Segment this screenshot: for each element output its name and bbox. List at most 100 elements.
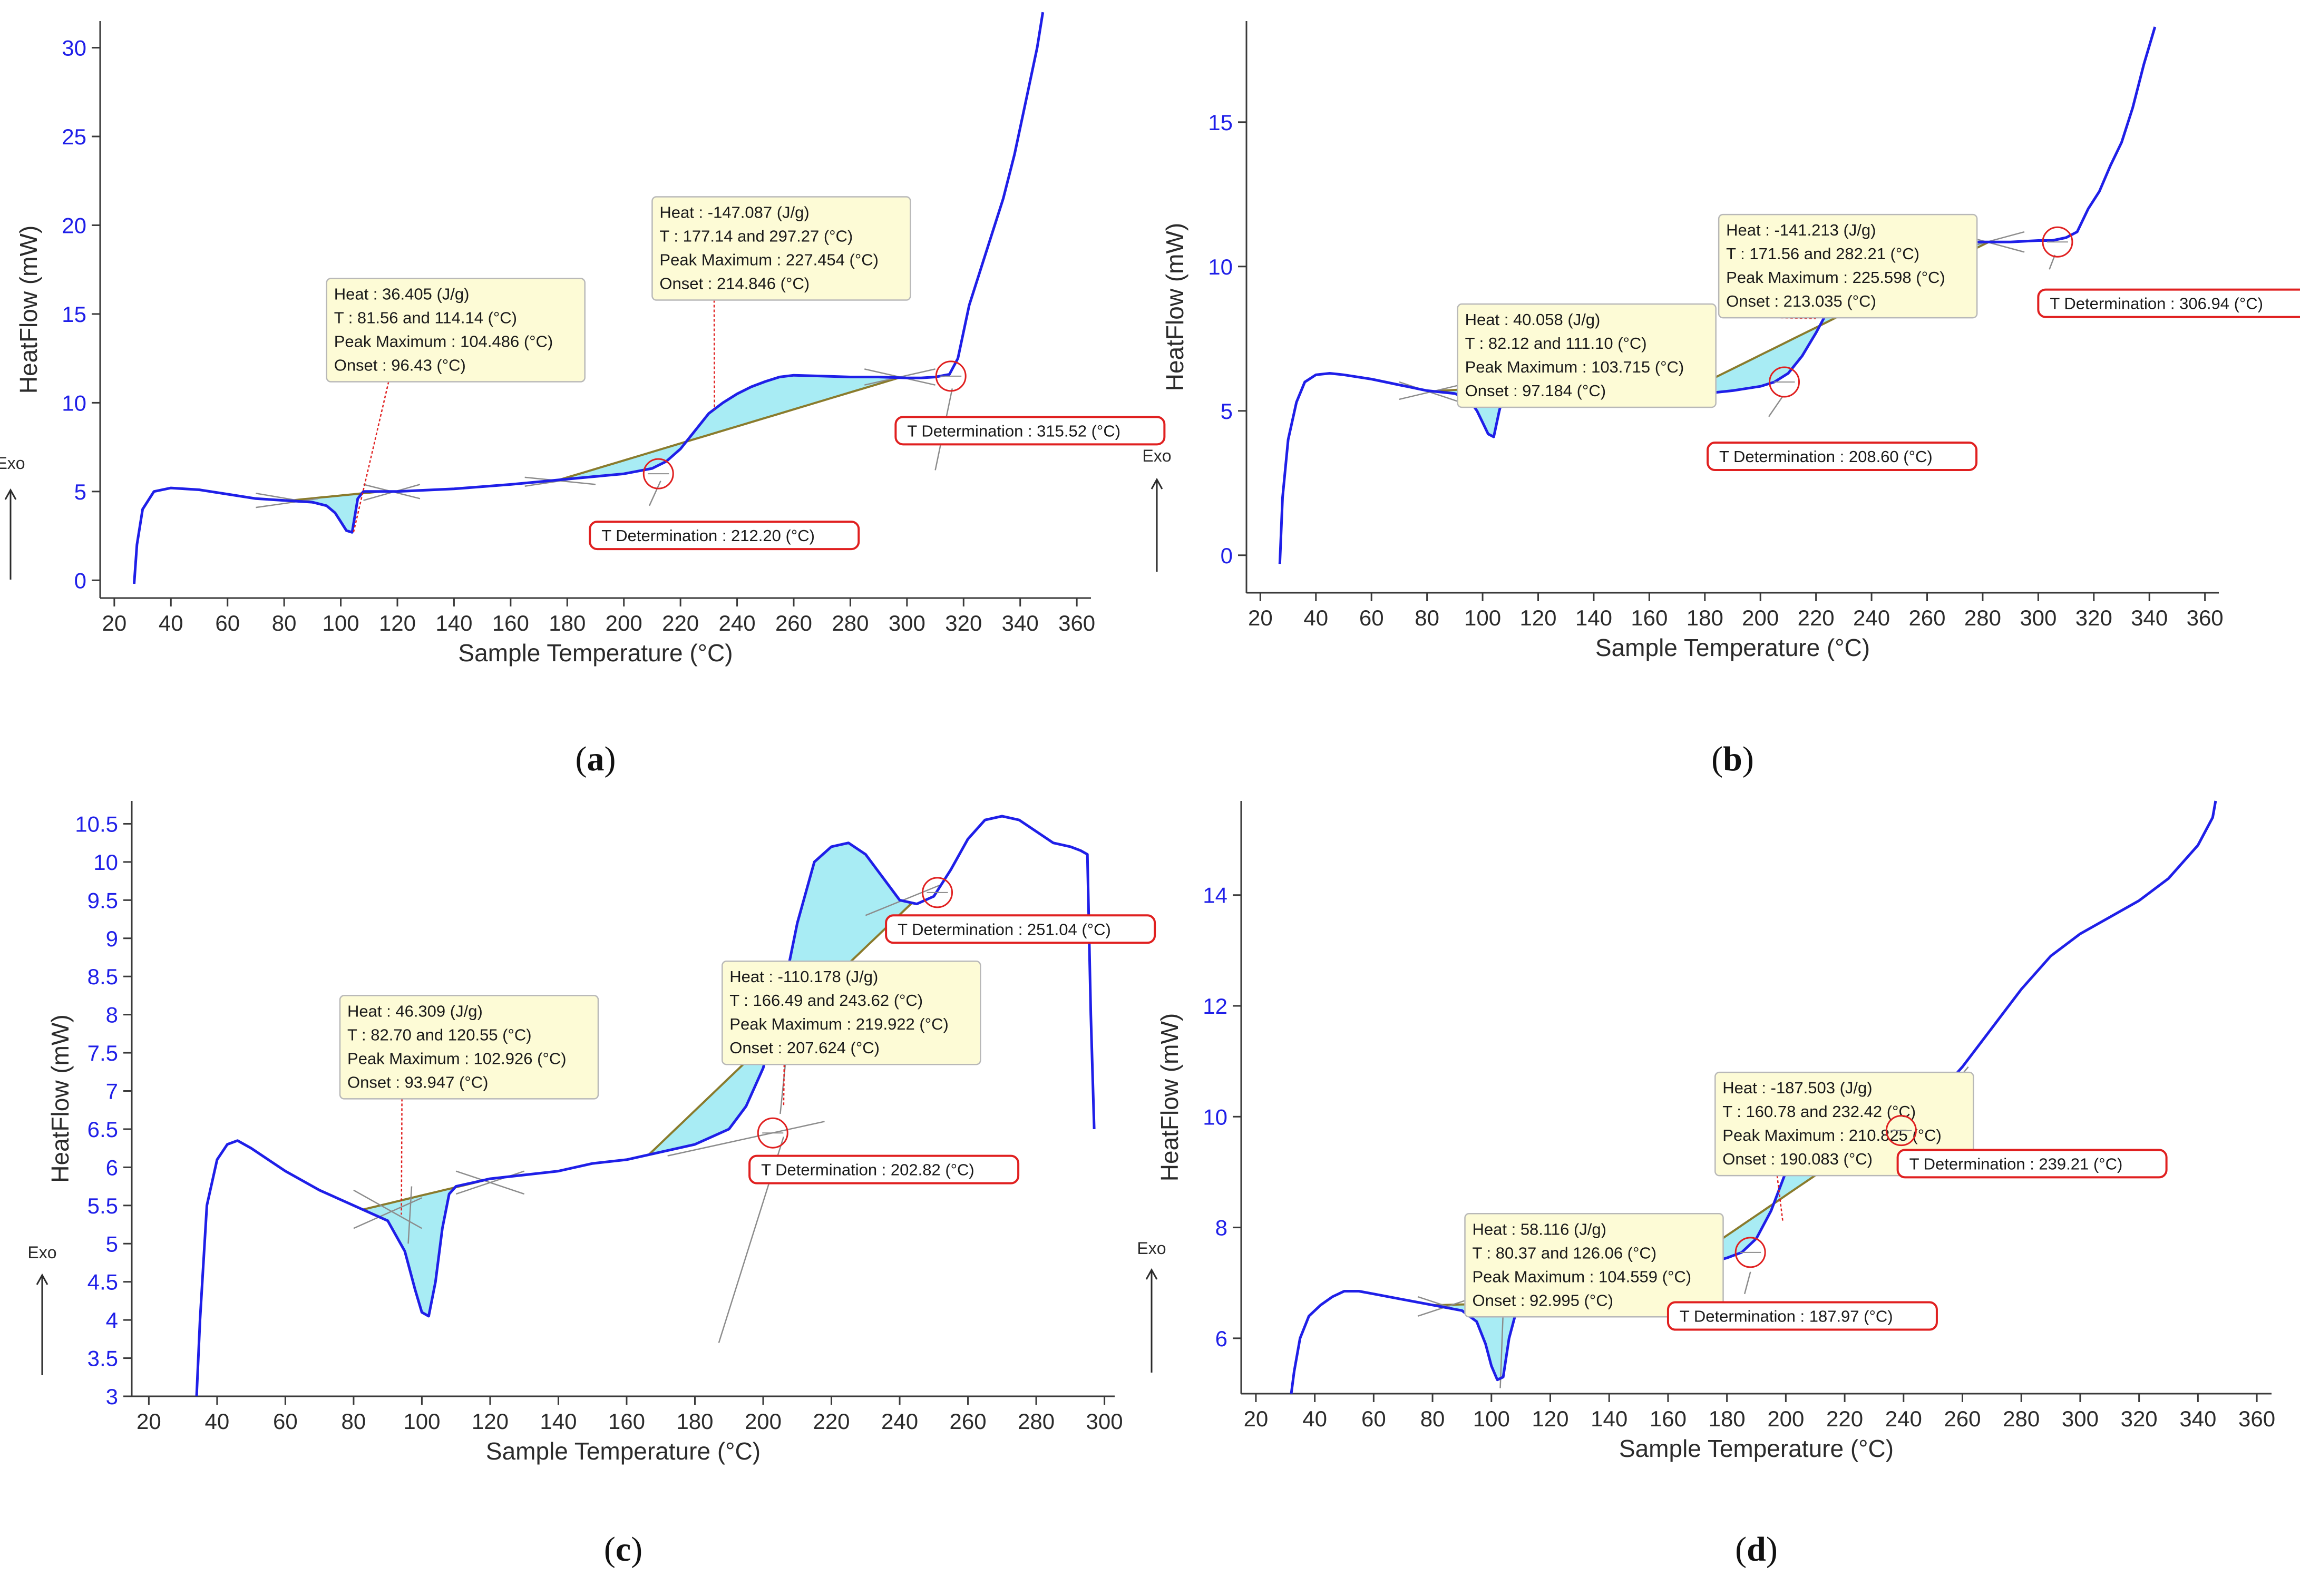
- y-tick-label: 0: [74, 568, 86, 593]
- exo-arrow-head: [36, 1273, 48, 1285]
- y-tick-label: 8: [106, 1003, 118, 1027]
- x-tick-label: 320: [2075, 605, 2112, 630]
- t-determination-box: [1896, 1149, 2168, 1179]
- tangent-line: [1768, 396, 1784, 417]
- heatflow-curve: [1278, 26, 2157, 564]
- x-tick-label: 160: [608, 1409, 645, 1434]
- tangent-line: [2049, 254, 2056, 270]
- peak-note-text: Peak Maximum : 219.922 (°C): [729, 1015, 949, 1033]
- t-determination-marker: [935, 360, 967, 392]
- peak-note-box: [326, 278, 586, 383]
- peak-area-fill: [649, 843, 912, 1155]
- exo-arrow-head: [4, 488, 17, 500]
- x-tick-label: 160: [1631, 605, 1668, 630]
- exo-arrow-head: [1145, 1268, 1158, 1280]
- tangent-line: [455, 1170, 525, 1195]
- panel-caption-letter: a: [587, 740, 605, 778]
- x-tick-label: 300: [889, 611, 925, 635]
- panel-caption: (b): [1711, 740, 1754, 778]
- t-determination-box: [894, 416, 1166, 446]
- y-tick-label: 12: [1203, 994, 1227, 1019]
- x-tick-label: 200: [1767, 1406, 1804, 1431]
- y-tick-label: 9.5: [87, 888, 118, 913]
- x-tick-label: 20: [137, 1409, 161, 1434]
- tangent-line: [353, 1189, 423, 1229]
- t-determination-label: T Determination : 208.60 (°C): [1719, 447, 1933, 466]
- x-tick-label: 180: [676, 1409, 713, 1434]
- panel-caption-open: (: [576, 740, 587, 778]
- t-determination-label: T Determination : 315.52 (°C): [907, 422, 1120, 440]
- x-tick-label: 260: [1944, 1406, 1981, 1431]
- peak-note-box: [651, 196, 911, 301]
- x-tick-label: 160: [1650, 1406, 1687, 1431]
- x-tick-label: 40: [159, 611, 183, 635]
- peak-note-text: Onset : 92.995 (°C): [1473, 1291, 1613, 1309]
- peak-note-text: T : 160.78 and 232.42 (°C): [1722, 1102, 1916, 1121]
- peak-note-text: Heat : -147.087 (J/g): [659, 203, 809, 222]
- y-tick-label: 7: [106, 1079, 118, 1104]
- x-tick-label: 80: [272, 611, 297, 635]
- x-tick-label: 140: [435, 611, 472, 635]
- chart-panel-b: 20 40 60 80 100 120 140 160 180 200 220 240 260 280 30…: [1142, 21, 2300, 778]
- x-tick-label: 360: [2187, 605, 2224, 630]
- tangent-line: [667, 1121, 825, 1157]
- t-determination-marker: [757, 1117, 788, 1149]
- x-tick-label: 220: [1798, 605, 1835, 630]
- tangent-line: [407, 1186, 413, 1244]
- tangent-line: [256, 498, 318, 508]
- panel-caption: (d): [1735, 1530, 1778, 1569]
- t-determination-label: T Determination : 202.82 (°C): [761, 1161, 974, 1179]
- y-tick-label: 4: [106, 1308, 118, 1333]
- panel-caption-letter: c: [616, 1530, 631, 1569]
- x-tick-label: 140: [540, 1409, 577, 1434]
- t-determination-label: T Determination : 306.94 (°C): [2050, 295, 2263, 313]
- panel-caption: (c): [604, 1530, 642, 1569]
- panel-caption-open: (: [1735, 1530, 1747, 1569]
- panel-caption-letter: d: [1747, 1530, 1766, 1569]
- y-axis-label: HeatFlow (mW): [1161, 223, 1188, 391]
- x-tick-label: 60: [215, 611, 240, 635]
- y-tick-label: 3: [106, 1384, 118, 1409]
- peak-note-text: T : 80.37 and 126.06 (°C): [1473, 1243, 1657, 1262]
- y-tick-label: 9: [106, 926, 118, 951]
- x-tick-label: 40: [205, 1409, 230, 1434]
- y-tick-label: 6: [1215, 1326, 1227, 1351]
- y-tick-label: 15: [1208, 110, 1233, 135]
- x-tick-label: 180: [549, 611, 586, 635]
- peak-note-box: [339, 995, 599, 1100]
- y-tick-label: 10: [1208, 254, 1233, 279]
- y-tick-label: 10: [62, 390, 86, 415]
- t-determination-marker: [2042, 226, 2073, 258]
- x-tick-label: 120: [379, 611, 416, 635]
- t-determination-box: [885, 914, 1156, 944]
- x-tick-label: 100: [1473, 1406, 1510, 1431]
- x-tick-label: 80: [342, 1409, 366, 1434]
- x-tick-label: 120: [1519, 605, 1556, 630]
- t-determination-box: [1707, 442, 1978, 472]
- panel-caption-letter: b: [1723, 740, 1742, 778]
- x-tick-label: 300: [2062, 1406, 2099, 1431]
- peak-baseline: [288, 490, 381, 502]
- x-tick-label: 240: [881, 1409, 918, 1434]
- peak-note-text: Onset : 93.947 (°C): [347, 1073, 488, 1091]
- x-tick-label: 180: [1709, 1406, 1746, 1431]
- x-tick-label: 320: [945, 611, 982, 635]
- peak-note-text: Onset : 97.184 (°C): [1465, 381, 1606, 400]
- peak-note-text: Peak Maximum : 225.598 (°C): [1726, 268, 1945, 287]
- chart-panel-d: 20 40 60 80 100 120 140 160 180 200 220 240 260 280 30…: [1137, 800, 2275, 1569]
- x-tick-label: 20: [1248, 605, 1273, 630]
- t-determination-label: T Determination : 187.97 (°C): [1680, 1307, 1893, 1326]
- x-tick-label: 80: [1420, 1406, 1445, 1431]
- x-tick-label: 280: [832, 611, 869, 635]
- y-axis-label: HeatFlow (mW): [46, 1014, 74, 1182]
- x-tick-label: 240: [1885, 1406, 1922, 1431]
- peak-note-box: [1718, 213, 1978, 319]
- t-determination-marker: [642, 458, 674, 489]
- t-determination-marker: [1769, 366, 1800, 398]
- x-tick-label: 240: [719, 611, 756, 635]
- tangent-line: [1743, 1271, 1751, 1295]
- x-tick-label: 320: [2121, 1406, 2158, 1431]
- peak-note-text: Onset : 190.083 (°C): [1722, 1150, 1873, 1168]
- x-tick-label: 160: [492, 611, 529, 635]
